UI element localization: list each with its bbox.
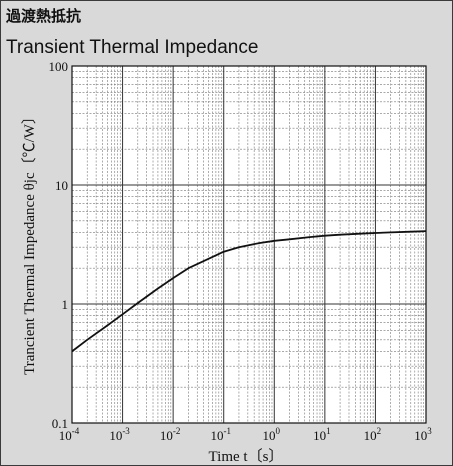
x-tick-label: 10-1 [210, 426, 231, 443]
plot-border [71, 65, 427, 424]
x-tick-labels: 10-4 10-3 10-2 10-1 100 101 102 103 [59, 426, 433, 443]
y-tick-label: 10 [55, 178, 68, 193]
y-tick-labels: 100 10 1 0.1 [49, 59, 69, 431]
grid-lines [71, 65, 427, 424]
x-tick-label: 100 [263, 426, 281, 443]
y-tick-label: 1 [62, 297, 69, 312]
chart-title-english: Transient Thermal Impedance [6, 37, 259, 58]
series-group [71, 230, 427, 353]
y-tick-label: 0.1 [52, 416, 68, 431]
title-divider [1, 28, 452, 29]
x-axis-title: Time t〔s〕 [209, 448, 284, 465]
y-axis-title: Trancient Thermal Impedance θjc〔℃/W〕 [21, 109, 38, 375]
x-tick-label: 10-2 [160, 426, 181, 443]
x-tick-label: 10-3 [109, 426, 130, 443]
chart-title-japanese: 過渡熱抵抗 [6, 7, 82, 25]
series-line-1 [71, 230, 427, 353]
y-tick-label: 100 [49, 59, 69, 74]
x-tick-label: 101 [313, 426, 331, 443]
x-tick-label: 103 [414, 426, 432, 443]
x-tick-label: 102 [364, 426, 382, 443]
x-tick-label: 10-4 [59, 426, 80, 443]
